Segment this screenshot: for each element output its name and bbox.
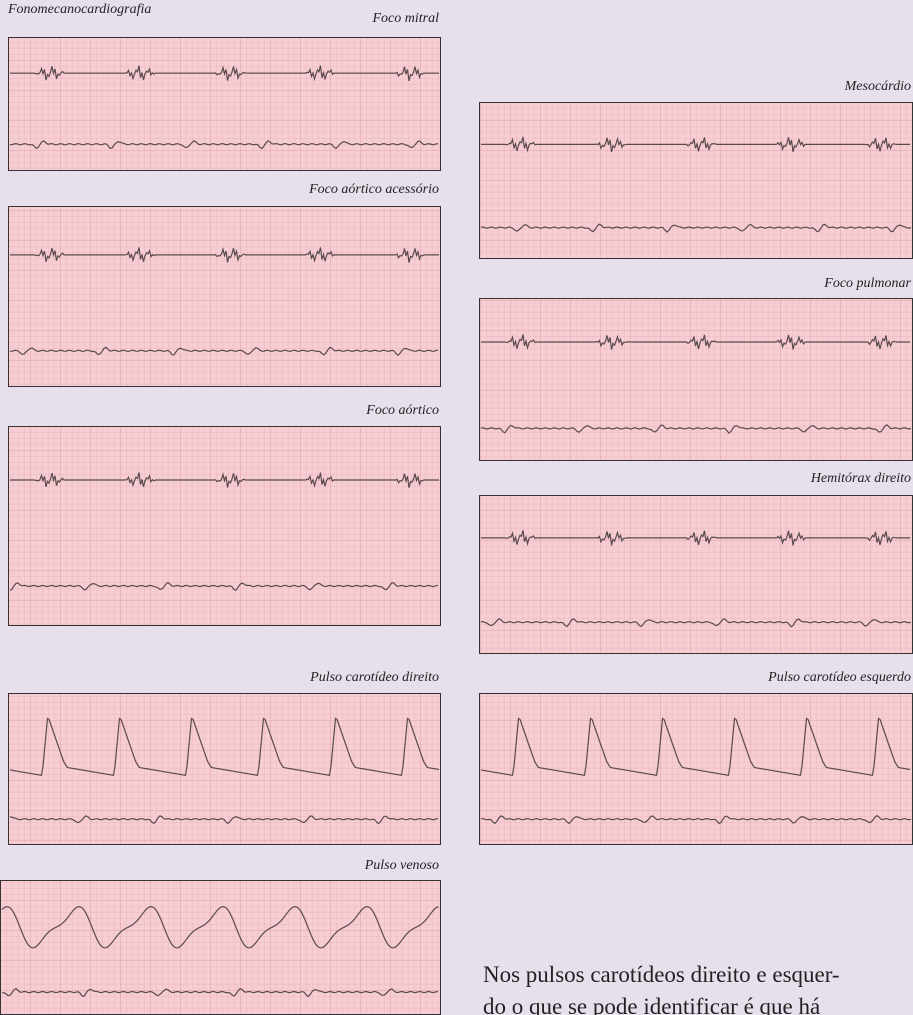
tracing-panel — [480, 103, 913, 259]
tracing-panel — [480, 496, 913, 654]
tracing-panel — [9, 207, 441, 387]
panel-label: Pulso carotídeo direito — [309, 670, 439, 685]
tracing-panel — [9, 38, 441, 171]
tracing-panel — [1, 881, 441, 1015]
panel-label: Mesocárdio — [844, 79, 911, 94]
panel-label: Pulso venoso — [364, 858, 439, 873]
panel-label: Foco pulmonar — [823, 276, 911, 291]
tracing-panel — [9, 427, 441, 626]
panel-label: Foco mitral — [372, 11, 440, 26]
page: Fonomecanocardiografia Foco mitral Foco a… — [0, 0, 913, 1015]
panel-label: Foco aórtico — [365, 403, 439, 418]
body-text: do o que se pode identificar é que há — [483, 994, 820, 1015]
panel-label: Pulso carotídeo esquerdo — [767, 670, 911, 685]
panel-label: Hemitórax direito — [810, 471, 911, 486]
page-figure: Fonomecanocardiografia Foco mitral Foco a… — [0, 0, 913, 1015]
panel-label: Foco aórtico acessório — [308, 182, 439, 197]
body-text: Nos pulsos carotídeos direito e esquer- — [483, 962, 840, 987]
tracing-panel — [480, 299, 913, 461]
figure-title: Fonomecanocardiografia — [7, 2, 151, 17]
